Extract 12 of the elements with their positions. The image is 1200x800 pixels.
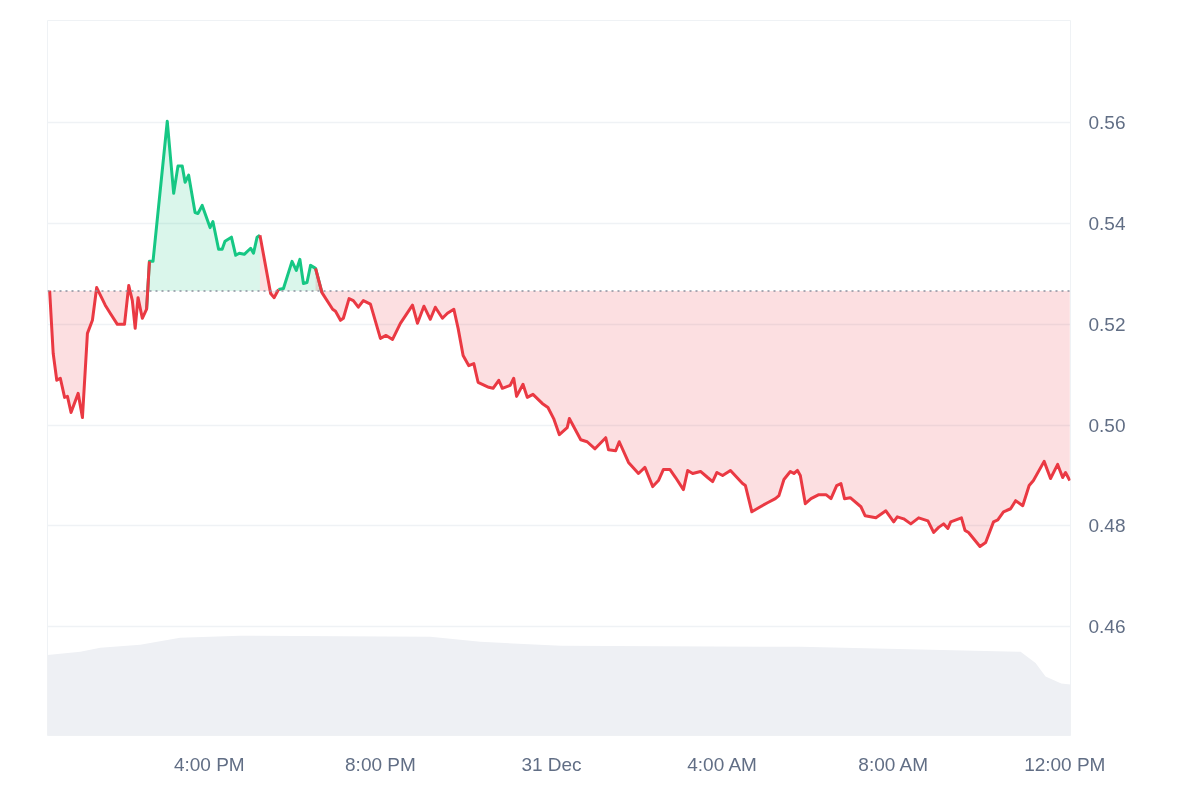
y-tick-label: 0.48 <box>1088 515 1126 537</box>
x-tick-label: 8:00 PM <box>345 753 416 775</box>
y-tick-label: 0.52 <box>1088 313 1126 335</box>
y-tick-label: 0.46 <box>1088 616 1126 638</box>
x-tick-label: 12:00 PM <box>1024 753 1106 775</box>
y-tick-label: 0.50 <box>1088 414 1126 436</box>
x-tick-label: 4:00 AM <box>687 753 757 775</box>
y-tick-label: 0.54 <box>1088 213 1126 235</box>
x-tick-label: 4:00 PM <box>173 753 245 775</box>
x-tick-label: 31 Dec <box>521 753 582 775</box>
y-tick-label: 0.56 <box>1088 112 1126 134</box>
x-tick-label: 8:00 AM <box>858 753 929 775</box>
